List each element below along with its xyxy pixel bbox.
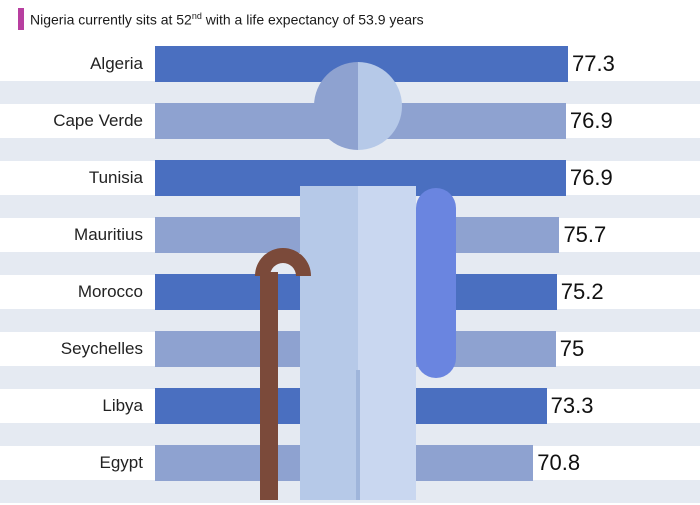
chart-stripe [0, 138, 700, 161]
chart-stripe [0, 81, 700, 104]
chart-stripe [0, 366, 700, 389]
bar [155, 445, 533, 481]
bar-row: Tunisia 76.9 [0, 160, 613, 196]
bar-row: Seychelles 75 [0, 331, 584, 367]
bar-row: Algeria 77.3 [0, 46, 615, 82]
chart-stripe [0, 252, 700, 275]
value-label: 75.2 [557, 279, 604, 305]
bar-row: Morocco 75.2 [0, 274, 604, 310]
value-label: 77.3 [568, 51, 615, 77]
chart-stripe [0, 195, 700, 218]
chart-stripe [0, 423, 700, 446]
bar-row: Cape Verde 76.9 [0, 103, 613, 139]
bar-chart: Algeria 77.3 Cape Verde 76.9 Tunisia 76.9 Maur… [0, 40, 700, 500]
country-label: Cape Verde [0, 111, 155, 131]
value-label: 76.9 [566, 108, 613, 134]
subtitle-pre: Nigeria currently sits at 52 [30, 11, 192, 27]
bar-row: Libya 73.3 [0, 388, 593, 424]
country-label: Algeria [0, 54, 155, 74]
subtitle-sup: nd [192, 11, 202, 21]
subtitle: Nigeria currently sits at 52nd with a li… [18, 8, 424, 30]
country-label: Libya [0, 396, 155, 416]
bar-row: Mauritius 75.7 [0, 217, 606, 253]
bar [155, 160, 566, 196]
chart-stripe [0, 309, 700, 332]
subtitle-text: Nigeria currently sits at 52nd with a li… [30, 11, 424, 28]
subtitle-accent-marker [18, 8, 24, 30]
country-label: Seychelles [0, 339, 155, 359]
bar [155, 331, 556, 367]
bar [155, 103, 566, 139]
bar-row: Egypt 70.8 [0, 445, 580, 481]
value-label: 76.9 [566, 165, 613, 191]
bar [155, 388, 547, 424]
bar [155, 274, 557, 310]
value-label: 75.7 [559, 222, 606, 248]
value-label: 70.8 [533, 450, 580, 476]
country-label: Egypt [0, 453, 155, 473]
country-label: Morocco [0, 282, 155, 302]
country-label: Mauritius [0, 225, 155, 245]
value-label: 75 [556, 336, 584, 362]
bar [155, 217, 559, 253]
value-label: 73.3 [547, 393, 594, 419]
bar [155, 46, 568, 82]
country-label: Tunisia [0, 168, 155, 188]
subtitle-post: with a life expectancy of 53.9 years [202, 11, 424, 27]
